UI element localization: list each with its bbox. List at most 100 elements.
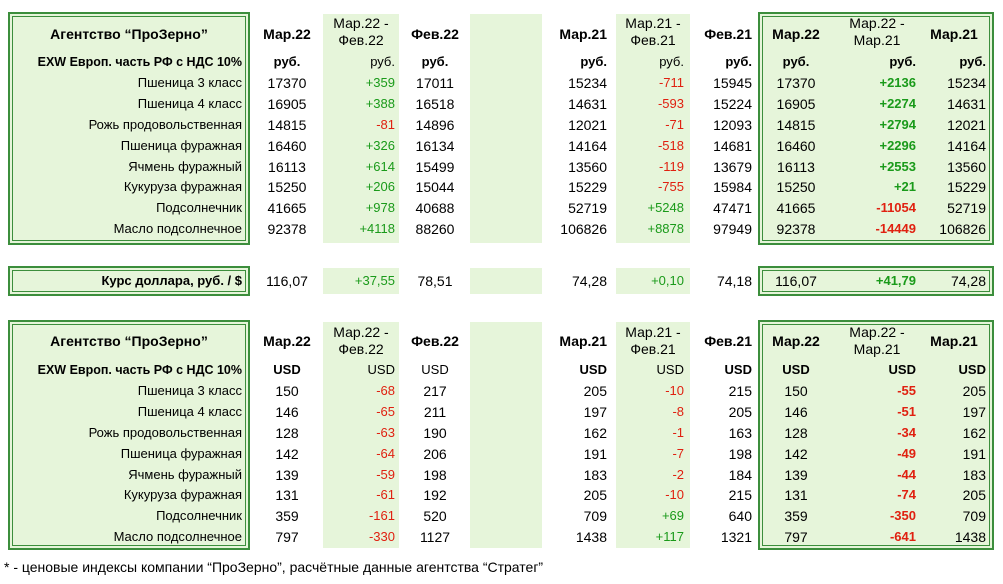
cell-feb21: 640 bbox=[728, 508, 752, 525]
cell-mar22: 131 bbox=[275, 487, 299, 504]
row-label: Масло подсолнечное bbox=[113, 221, 242, 237]
cell-right-mar22: 131 bbox=[784, 487, 808, 504]
cell-change-mar21-feb21: -10 bbox=[665, 487, 684, 503]
header-right-mar22-usd: Мар.22 bbox=[772, 333, 820, 349]
cell-feb22: 217 bbox=[423, 382, 447, 399]
cell-mar21: 15234 bbox=[568, 74, 607, 91]
rate-label-inner-frame bbox=[12, 270, 246, 292]
cell-mar22: 17370 bbox=[267, 74, 307, 91]
rate-label-frame bbox=[8, 266, 250, 296]
left-panel-inner-frame bbox=[12, 16, 246, 241]
cell-mar21: 709 bbox=[583, 508, 607, 525]
cell-mar21: 162 bbox=[583, 424, 607, 441]
left-panel-frame-usd bbox=[8, 320, 250, 550]
cell-right-mar22: 15250 bbox=[776, 179, 816, 196]
rate-right-change: +41,79 bbox=[875, 273, 916, 288]
cell-mar22: 797 bbox=[275, 529, 299, 546]
rub-price-table: Агентство “ПроЗерно” Мар.22 Мар.22 - Фев… bbox=[0, 0, 1003, 250]
header-change-mar22-feb22-usd: Мар.22 - Фев.22 bbox=[333, 324, 389, 357]
cell-right-mar21: 709 bbox=[962, 508, 986, 525]
cell-change-mar21-feb21: -755 bbox=[657, 179, 684, 195]
cell-mar22: 16460 bbox=[267, 137, 307, 154]
header-right-change-usd: Мар.22 - Мар.21 bbox=[849, 324, 905, 357]
cell-change-mar21-feb21: -518 bbox=[657, 137, 684, 153]
cell-change-mar21-feb21: -711 bbox=[658, 74, 684, 90]
cell-change-mar22-feb22: +326 bbox=[365, 137, 395, 153]
rate-right-inner-frame bbox=[762, 270, 990, 292]
cell-right-mar21: 106826 bbox=[939, 221, 986, 238]
row-label: Кукуруза фуражная bbox=[123, 487, 242, 503]
cell-right-change: +2296 bbox=[879, 137, 916, 153]
rate-change-mar22-feb22: +37,55 bbox=[354, 273, 395, 288]
cell-mar22: 142 bbox=[275, 445, 299, 462]
unit-right-mar21: USD bbox=[958, 362, 986, 377]
cell-change-mar21-feb21: -119 bbox=[658, 158, 684, 174]
row-label: Рожь продовольственная bbox=[88, 424, 242, 440]
cell-mar22: 15250 bbox=[267, 179, 307, 196]
row-label: Пшеница 4 класс bbox=[137, 95, 242, 111]
left-panel-frame bbox=[8, 12, 250, 245]
cell-feb21: 97949 bbox=[713, 221, 752, 238]
cell-right-change: +2136 bbox=[879, 74, 916, 90]
cell-feb21: 12093 bbox=[713, 116, 752, 133]
cell-feb21: 198 bbox=[728, 445, 752, 462]
cell-right-mar22: 16113 bbox=[777, 158, 815, 175]
cell-right-mar21: 162 bbox=[962, 424, 986, 441]
unit-mar21: руб. bbox=[580, 54, 607, 69]
cell-right-mar22: 146 bbox=[784, 403, 808, 420]
cell-feb21: 15224 bbox=[713, 95, 752, 112]
unit-right-mar22: руб. bbox=[782, 54, 810, 69]
cell-right-mar21: 191 bbox=[962, 445, 986, 462]
row-label: Масло подсолнечное bbox=[113, 529, 242, 545]
cell-right-change: -11054 bbox=[876, 200, 916, 216]
cell-change-mar21-feb21: +117 bbox=[655, 529, 684, 545]
right-panel-inner-frame-usd bbox=[762, 324, 990, 546]
rate-feb21: 74,18 bbox=[716, 273, 752, 289]
unit-right-change: USD bbox=[888, 362, 916, 377]
cell-change-mar21-feb21: -1 bbox=[672, 424, 684, 440]
cell-right-mar21: 197 bbox=[962, 403, 986, 420]
cell-mar21: 205 bbox=[583, 487, 607, 504]
rate-change-mar21-feb21: +0,10 bbox=[651, 273, 684, 288]
rate-label-panel bbox=[10, 268, 248, 294]
header-change-mar22-feb22: Мар.22 - Фев.22 bbox=[333, 15, 389, 48]
right-panel-inner-frame bbox=[762, 16, 990, 241]
cell-mar21: 12021 bbox=[568, 116, 607, 133]
unit-change-mar22-feb22: руб. bbox=[370, 54, 395, 69]
rate-right-frame bbox=[758, 266, 994, 296]
usd-price-table: Агентство “ПроЗерно” Мар.22 Мар.22 - Фев… bbox=[0, 318, 1003, 554]
cell-mar22: 150 bbox=[275, 382, 299, 399]
rate-right-panel bbox=[760, 268, 992, 294]
agency-title-usd: Агентство “ПроЗерно” bbox=[50, 333, 208, 349]
cell-mar21: 205 bbox=[583, 382, 607, 399]
cell-change-mar21-feb21: +69 bbox=[661, 508, 684, 524]
cell-right-change: -44 bbox=[897, 466, 916, 482]
change-column-panel-usd-2 bbox=[616, 322, 690, 548]
left-label-panel bbox=[10, 14, 248, 243]
cell-feb22: 198 bbox=[423, 466, 447, 483]
cell-change-mar22-feb22: +359 bbox=[365, 74, 395, 90]
cell-mar22: 16905 bbox=[267, 95, 307, 112]
right-panel-frame-usd bbox=[758, 320, 994, 550]
cell-feb22: 14896 bbox=[415, 116, 455, 133]
cell-right-mar22: 16905 bbox=[776, 95, 816, 112]
cell-right-mar21: 1438 bbox=[954, 529, 986, 546]
header-mar21-usd: Мар.21 bbox=[559, 333, 607, 349]
cell-feb21: 15945 bbox=[713, 74, 752, 91]
cell-change-mar21-feb21: +8878 bbox=[647, 221, 684, 237]
rate-change-panel-1 bbox=[323, 268, 399, 294]
cell-mar21: 183 bbox=[583, 466, 607, 483]
header-change-mar21-feb21: Мар.21 - Фев.21 bbox=[625, 15, 681, 48]
cell-mar21: 1438 bbox=[575, 529, 607, 546]
cell-feb22: 206 bbox=[423, 445, 447, 462]
cell-feb22: 17011 bbox=[416, 74, 454, 91]
cell-change-mar21-feb21: -71 bbox=[665, 116, 684, 132]
cell-right-mar22: 150 bbox=[784, 382, 808, 399]
cell-feb21: 47471 bbox=[713, 200, 752, 217]
unit-mar22: USD bbox=[273, 362, 301, 377]
cell-right-mar22: 139 bbox=[784, 466, 808, 483]
cell-change-mar21-feb21: +5248 bbox=[647, 200, 684, 216]
cell-right-change: -49 bbox=[897, 445, 916, 461]
row-label: Ячмень фуражный bbox=[128, 158, 242, 174]
rate-right-mar21: 74,28 bbox=[950, 273, 986, 289]
